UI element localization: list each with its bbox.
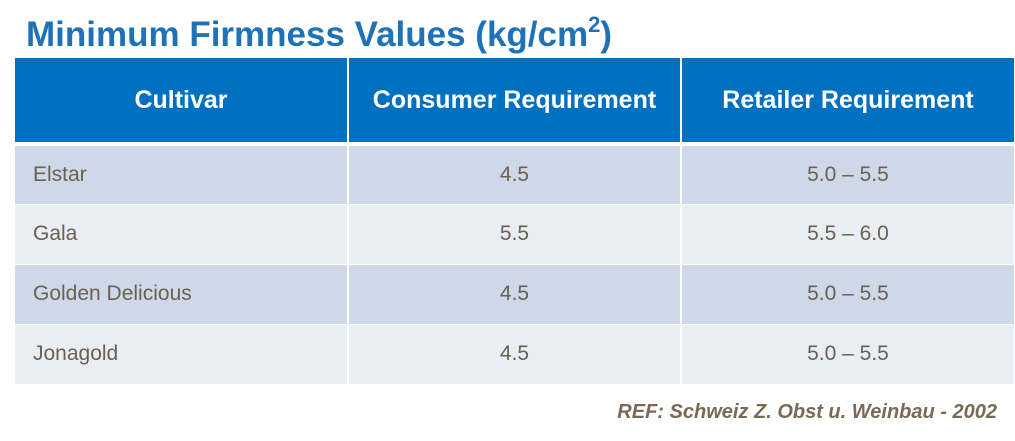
consumer-requirement-cell: 5.5 — [347, 203, 682, 265]
title-text: Minimum Firmness Values (kg/cm — [26, 15, 589, 54]
cultivar-cell: Golden Delicious — [15, 263, 349, 325]
table-row: Jonagold 4.5 5.0 – 5.5 — [15, 323, 1014, 385]
consumer-requirement-cell: 4.5 — [347, 143, 682, 205]
title-superscript: 2 — [588, 12, 601, 37]
table-header-row: Cultivar Consumer Requirement Retailer R… — [15, 58, 1014, 146]
table-row: Elstar 4.5 5.0 – 5.5 — [15, 143, 1014, 205]
firmness-table: Cultivar Consumer Requirement Retailer R… — [15, 58, 1014, 385]
cultivar-cell: Elstar — [15, 143, 349, 205]
cultivar-cell: Gala — [15, 203, 349, 265]
header-consumer-requirement: Consumer Requirement — [347, 58, 682, 146]
retailer-requirement-cell: 5.0 – 5.5 — [680, 323, 1014, 385]
retailer-requirement-cell: 5.0 – 5.5 — [680, 263, 1014, 325]
consumer-requirement-cell: 4.5 — [347, 323, 682, 385]
retailer-requirement-cell: 5.0 – 5.5 — [680, 143, 1014, 205]
table-row: Gala 5.5 5.5 – 6.0 — [15, 203, 1014, 265]
page-title: Minimum Firmness Values (kg/cm2) — [26, 12, 612, 58]
title-suffix: ) — [600, 15, 613, 54]
retailer-requirement-cell: 5.5 – 6.0 — [680, 203, 1014, 265]
cultivar-cell: Jonagold — [15, 323, 349, 385]
header-cultivar: Cultivar — [15, 58, 349, 146]
consumer-requirement-cell: 4.5 — [347, 263, 682, 325]
header-retailer-requirement: Retailer Requirement — [680, 58, 1014, 146]
table-row: Golden Delicious 4.5 5.0 – 5.5 — [15, 263, 1014, 325]
reference-citation: REF: Schweiz Z. Obst u. Weinbau - 2002 — [617, 401, 997, 423]
